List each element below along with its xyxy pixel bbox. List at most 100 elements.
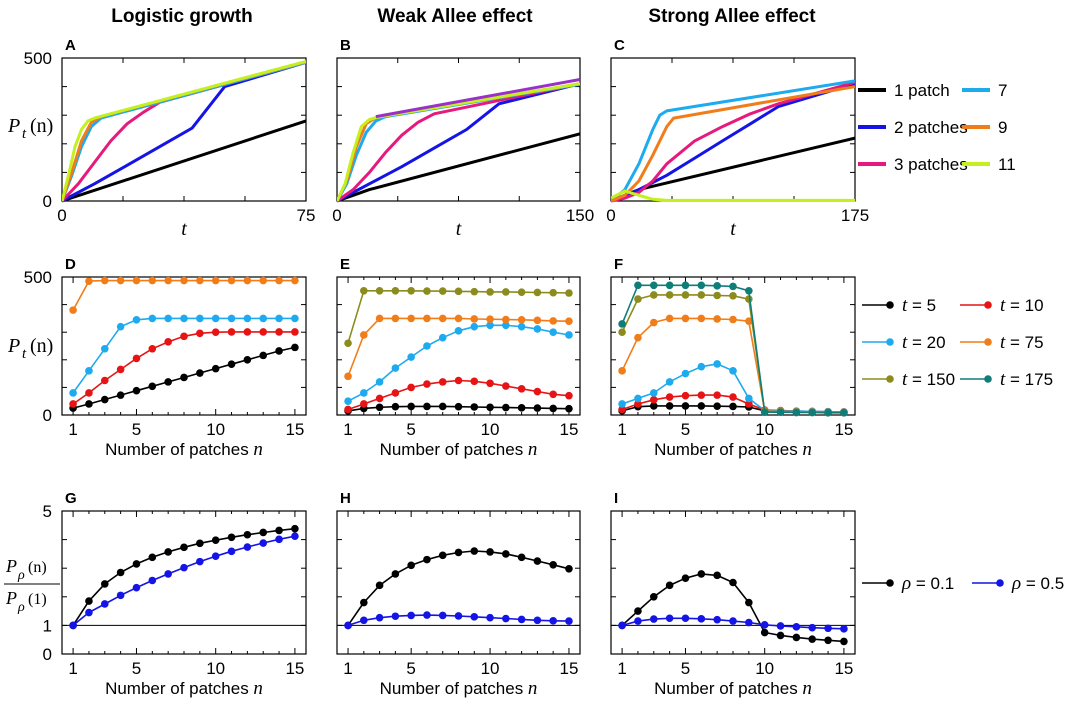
data-point — [360, 616, 368, 625]
panel-letter: E — [340, 256, 350, 273]
data-point — [180, 373, 188, 382]
legend-label: 1 patch — [894, 81, 950, 100]
data-point — [180, 314, 188, 323]
data-point — [116, 322, 125, 331]
data-point — [618, 621, 626, 630]
data-point — [407, 383, 415, 392]
data-point — [132, 315, 141, 324]
data-point — [697, 291, 706, 299]
x-tick-label: 1 — [68, 659, 77, 678]
data-point — [116, 568, 125, 577]
panel-letter: I — [614, 490, 618, 507]
data-point — [681, 391, 690, 400]
data-point — [533, 616, 542, 625]
data-point — [291, 343, 299, 352]
series-line-1-patch — [611, 136, 855, 203]
data-point — [344, 405, 352, 414]
data-point — [454, 548, 463, 557]
data-point — [808, 623, 817, 632]
data-point — [681, 281, 690, 290]
data-point — [148, 314, 157, 323]
data-point — [776, 622, 785, 630]
data-point — [454, 287, 463, 296]
data-point — [438, 402, 447, 411]
x-axis-label: Number of patches n — [105, 678, 263, 699]
column-title-weak-allee: Weak Allee effect — [377, 6, 533, 27]
series-line-t-75 — [72, 279, 295, 311]
data-point — [148, 344, 157, 353]
data-point — [517, 404, 526, 412]
legend-label: t = 5 — [902, 295, 936, 316]
data-point — [196, 539, 204, 548]
data-point — [649, 318, 658, 327]
plot-frame — [336, 276, 581, 416]
data-point — [776, 631, 785, 640]
data-point — [375, 378, 384, 386]
data-point — [291, 276, 299, 285]
data-point — [665, 281, 674, 290]
panel-letter: A — [65, 37, 76, 54]
data-point — [486, 613, 494, 622]
x-tick-label: 1 — [68, 420, 77, 439]
data-point — [69, 389, 77, 397]
data-point — [85, 367, 93, 375]
data-point — [729, 617, 737, 625]
data-point — [470, 403, 479, 411]
legend-item: t = 10 — [960, 295, 1044, 316]
data-point — [116, 391, 125, 399]
data-point — [291, 328, 299, 336]
data-point — [375, 613, 384, 622]
data-point — [618, 400, 626, 408]
data-point — [211, 328, 220, 337]
data-point — [681, 314, 690, 323]
x-tick-label: 5 — [681, 420, 690, 439]
x-tick-label: 15 — [834, 420, 853, 439]
data-point — [697, 314, 706, 323]
data-point — [634, 394, 642, 403]
data-point — [470, 315, 479, 323]
data-point — [533, 325, 542, 333]
data-point — [713, 282, 721, 290]
data-point — [391, 402, 400, 411]
data-point — [745, 317, 753, 325]
data-point — [148, 276, 157, 285]
data-point — [517, 615, 526, 624]
data-point — [533, 316, 542, 325]
x-tick-label: 15 — [285, 659, 304, 678]
panel-c: C 0 175 t — [606, 37, 869, 240]
data-point — [85, 400, 93, 408]
data-point — [180, 563, 188, 572]
data-point — [211, 364, 220, 373]
data-point — [533, 557, 542, 565]
data-point — [565, 391, 573, 400]
data-point — [423, 342, 431, 350]
data-point — [713, 360, 721, 368]
legend-item: t = 20 — [862, 332, 946, 353]
data-point — [407, 402, 415, 411]
data-point — [259, 539, 268, 547]
data-point — [502, 315, 510, 324]
x-tick-label: 5 — [406, 420, 415, 439]
data-point — [824, 624, 832, 633]
data-point — [391, 389, 400, 397]
x-tick-label: 5 — [132, 420, 141, 439]
panel-letter: C — [614, 37, 625, 54]
data-point — [486, 315, 494, 324]
panel-a: A 0 500 0 75 t — [24, 37, 316, 240]
x-tick-label: 1 — [617, 659, 626, 678]
x-tick-label: 15 — [285, 420, 304, 439]
plot-area — [62, 59, 306, 203]
legend-label: ρ = 0.1 — [901, 573, 954, 594]
x-tick-label: 1 — [343, 659, 352, 678]
data-point — [360, 331, 368, 339]
y-tick-label: 1 — [43, 616, 52, 635]
data-point — [116, 591, 125, 600]
legend-label: t = 75 — [1000, 332, 1044, 353]
data-point — [100, 600, 109, 608]
data-point — [423, 402, 431, 411]
data-point — [85, 597, 93, 605]
data-point — [517, 315, 526, 324]
